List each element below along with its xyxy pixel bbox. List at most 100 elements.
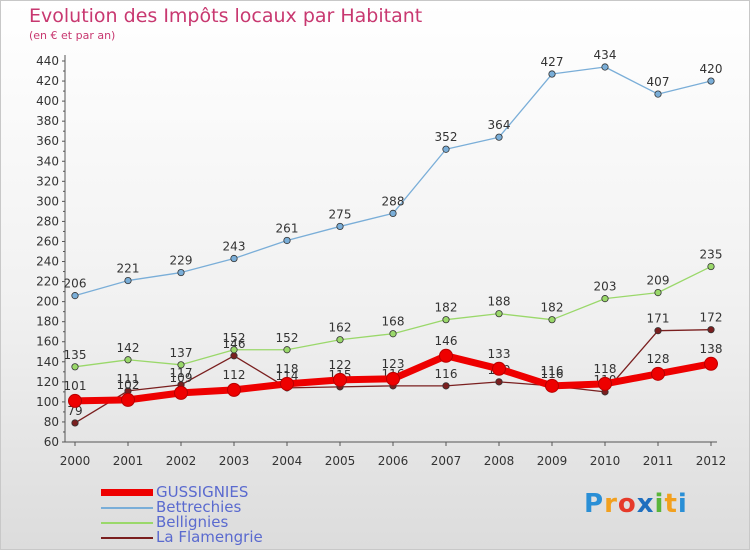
x-tick-label: 2005 — [325, 454, 356, 468]
x-tick-label: 2007 — [431, 454, 462, 468]
data-point-bellignies — [283, 346, 291, 354]
data-label-gussignies: 138 — [700, 342, 723, 356]
legend-item-gussignies: GUSSIGNIES — [101, 485, 263, 500]
data-point-la-flamengrie — [442, 382, 450, 390]
proxiti-logo: Proxiti — [584, 489, 688, 519]
data-label-bellignies: 168 — [382, 315, 405, 329]
data-label-bellignies: 188 — [488, 295, 511, 309]
data-label-bellignies: 135 — [64, 348, 87, 362]
data-label-bellignies: 162 — [329, 321, 352, 335]
data-point-bettrechies — [707, 77, 715, 85]
chart-subtitle: (en € et par an) — [29, 29, 116, 42]
data-point-la-flamengrie — [230, 352, 238, 360]
data-label-bellignies: 142 — [117, 341, 140, 355]
y-tick-label: 220 — [36, 275, 59, 289]
data-point-bettrechies — [230, 254, 238, 263]
x-tick-label: 2002 — [166, 454, 197, 468]
legend-label-bettrechies: Bettrechies — [156, 498, 242, 516]
data-label-bettrechies: 420 — [700, 62, 723, 76]
data-point-bellignies — [548, 316, 556, 324]
data-point-gussignies — [386, 371, 400, 386]
data-point-bellignies — [442, 316, 450, 324]
y-tick-label: 320 — [36, 174, 59, 188]
data-point-gussignies — [545, 378, 559, 393]
y-tick-label: 340 — [36, 154, 59, 168]
data-point-bettrechies — [124, 276, 132, 285]
data-point-gussignies — [598, 376, 612, 391]
x-tick-label: 2008 — [484, 454, 515, 468]
legend-swatch-gussignies — [101, 489, 153, 496]
y-tick-label: 400 — [36, 94, 59, 108]
data-point-gussignies — [333, 372, 347, 387]
y-tick-label: 140 — [36, 355, 59, 369]
data-label-bettrechies: 407 — [647, 75, 670, 89]
data-point-gussignies — [68, 393, 82, 408]
y-tick-label: 160 — [36, 335, 59, 349]
data-label-la-flamengrie: 111 — [117, 372, 140, 386]
data-label-bettrechies: 206 — [64, 277, 87, 291]
data-label-bettrechies: 229 — [170, 254, 193, 268]
x-tick-label: 2001 — [113, 454, 144, 468]
legend-label-bellignies: Bellignies — [156, 513, 229, 531]
data-point-bettrechies — [71, 292, 79, 300]
data-label-gussignies: 109 — [170, 371, 193, 385]
data-label-gussignies: 118 — [276, 362, 299, 376]
data-label-bettrechies: 275 — [329, 207, 352, 221]
data-label-gussignies: 122 — [329, 358, 352, 372]
data-point-gussignies — [439, 348, 453, 363]
legend-swatch-la-flamengrie — [101, 536, 153, 539]
data-point-la-flamengrie — [495, 378, 503, 386]
data-point-bellignies — [495, 310, 503, 318]
data-point-bellignies — [389, 330, 397, 338]
data-label-bellignies: 152 — [276, 331, 299, 345]
data-point-bellignies — [707, 262, 715, 271]
x-tick-label: 2003 — [219, 454, 250, 468]
y-tick-label: 280 — [36, 214, 59, 228]
data-label-bettrechies: 364 — [488, 118, 511, 132]
data-point-la-flamengrie — [654, 327, 662, 335]
x-tick-label: 2009 — [537, 454, 568, 468]
data-label-la-flamengrie: 117 — [170, 366, 193, 380]
y-tick-label: 240 — [36, 255, 59, 269]
data-label-bettrechies: 261 — [276, 221, 299, 235]
data-label-bettrechies: 434 — [594, 48, 617, 62]
data-point-bettrechies — [601, 63, 609, 71]
data-point-bettrechies — [548, 70, 556, 78]
data-label-la-flamengrie: 171 — [647, 312, 670, 326]
data-label-gussignies: 146 — [435, 334, 458, 348]
y-tick-label: 120 — [36, 375, 59, 389]
data-label-bettrechies: 427 — [541, 55, 564, 69]
data-label-la-flamengrie: 114 — [276, 369, 299, 383]
data-label-gussignies: 112 — [223, 368, 246, 382]
data-point-bettrechies — [177, 268, 185, 277]
data-label-gussignies: 118 — [594, 362, 617, 376]
x-tick-label: 2010 — [590, 454, 621, 468]
data-point-bettrechies — [336, 222, 344, 231]
x-tick-label: 2004 — [272, 454, 303, 468]
x-tick-label: 2011 — [643, 454, 674, 468]
legend-swatch-bettrechies — [101, 506, 153, 509]
data-point-gussignies — [174, 385, 188, 400]
data-label-bellignies: 182 — [541, 301, 564, 315]
legend-item-bettrechies: Bettrechies — [101, 500, 263, 515]
chart-title: Evolution des Impôts locaux par Habitant — [29, 5, 423, 27]
data-point-bellignies — [601, 295, 609, 303]
data-label-la-flamengrie: 116 — [541, 367, 564, 381]
data-point-gussignies — [651, 366, 665, 381]
data-label-gussignies: 101 — [64, 379, 87, 393]
y-tick-label: 420 — [36, 74, 59, 88]
data-point-bettrechies — [283, 236, 291, 245]
legend-label-gussignies: GUSSIGNIES — [156, 483, 249, 501]
legend-item-bellignies: Bellignies — [101, 515, 263, 530]
data-point-la-flamengrie — [71, 419, 79, 427]
data-point-gussignies — [704, 356, 718, 371]
data-point-gussignies — [121, 392, 135, 407]
data-label-bellignies: 209 — [647, 274, 670, 288]
y-tick-label: 260 — [36, 234, 59, 248]
y-tick-label: 60 — [44, 435, 59, 449]
data-point-gussignies — [227, 382, 241, 397]
legend-item-la-flamengrie: La Flamengrie — [101, 530, 263, 545]
legend-swatch-bellignies — [101, 521, 153, 524]
data-point-bellignies — [177, 361, 185, 369]
